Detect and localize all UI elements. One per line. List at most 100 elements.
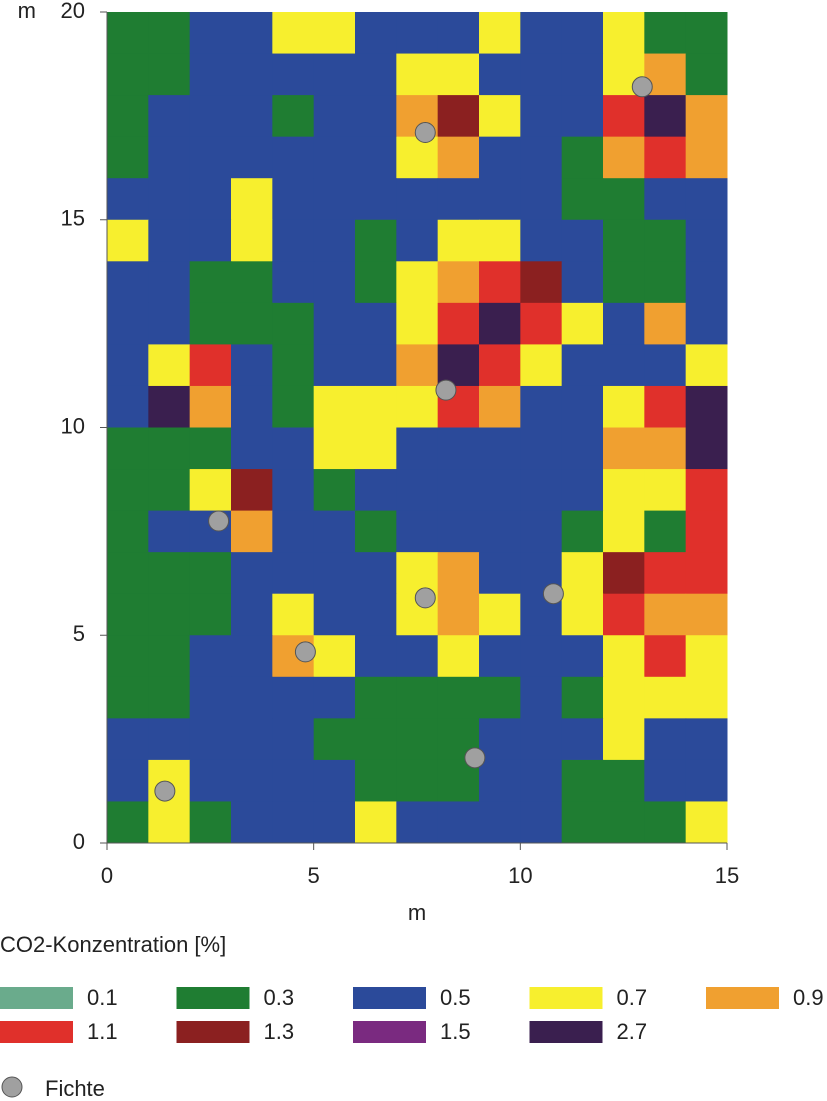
cell [644,178,687,221]
cell [396,219,439,262]
cell [313,427,356,470]
cell [313,552,356,595]
cell [272,510,315,553]
cell [437,344,480,387]
cell [272,676,315,719]
cell [603,593,645,636]
cell [561,759,604,802]
cell [437,801,480,844]
cell [355,593,397,636]
cell [479,593,521,636]
cell [148,718,191,761]
cell [561,53,604,96]
cell [479,136,521,179]
cell [603,136,645,179]
cell [520,302,563,345]
legend-label: 0.9 [793,985,824,1010]
cell [685,469,728,512]
cell [272,261,315,304]
legend-swatch [529,987,603,1009]
cell [313,178,356,221]
x-tick-label: 15 [715,863,739,888]
cell [231,552,273,595]
cell [437,219,480,262]
cell [644,593,687,636]
cell [685,552,728,595]
cell [396,801,439,844]
cell [107,676,149,719]
cell [437,53,480,96]
cell [107,178,149,221]
cell [437,552,480,595]
cell [189,676,232,719]
cell [520,676,563,719]
cell [644,676,687,719]
cell [396,12,439,55]
cell [561,344,604,387]
cell [520,718,563,761]
cell [479,385,521,428]
cell [561,385,604,428]
cell [603,261,645,304]
cell [148,219,191,262]
cell [396,635,439,678]
cell [231,759,273,802]
cell [437,12,480,55]
cell [272,385,315,428]
cell [107,593,149,636]
cell [479,178,521,221]
cell [561,261,604,304]
cell [479,302,521,345]
cell [520,53,563,96]
cell [437,302,480,345]
cell [355,676,397,719]
cell [355,12,397,55]
cell [107,552,149,595]
cell [437,261,480,304]
cell [107,801,149,844]
cell [272,219,315,262]
cell [520,12,563,55]
cell [603,552,645,595]
cell [603,219,645,262]
cell [644,12,687,55]
cell [520,469,563,512]
cell [148,552,191,595]
tree-point [414,121,436,143]
cell [685,593,728,636]
cell [107,718,149,761]
cell [561,552,604,595]
cell [603,676,645,719]
cell [107,12,149,55]
cell [107,302,149,345]
cell [313,759,356,802]
cell [313,593,356,636]
cell [437,178,480,221]
tree-point [154,780,176,802]
cell [107,759,149,802]
cell [603,510,645,553]
cell [644,801,687,844]
cell [189,759,232,802]
cell [355,219,397,262]
cell [479,801,521,844]
cell [685,261,728,304]
cell [148,302,191,345]
cell [644,95,687,138]
legend-swatch [706,987,779,1009]
cell [396,676,439,719]
cell [437,469,480,512]
cell [520,427,563,470]
cell [479,53,521,96]
cell [313,385,356,428]
tree-point [414,587,436,609]
cell [355,552,397,595]
cell [396,718,439,761]
cell [685,178,728,221]
cell [231,136,273,179]
cell [437,95,480,138]
cell [603,178,645,221]
cell [603,718,645,761]
cell [231,801,273,844]
